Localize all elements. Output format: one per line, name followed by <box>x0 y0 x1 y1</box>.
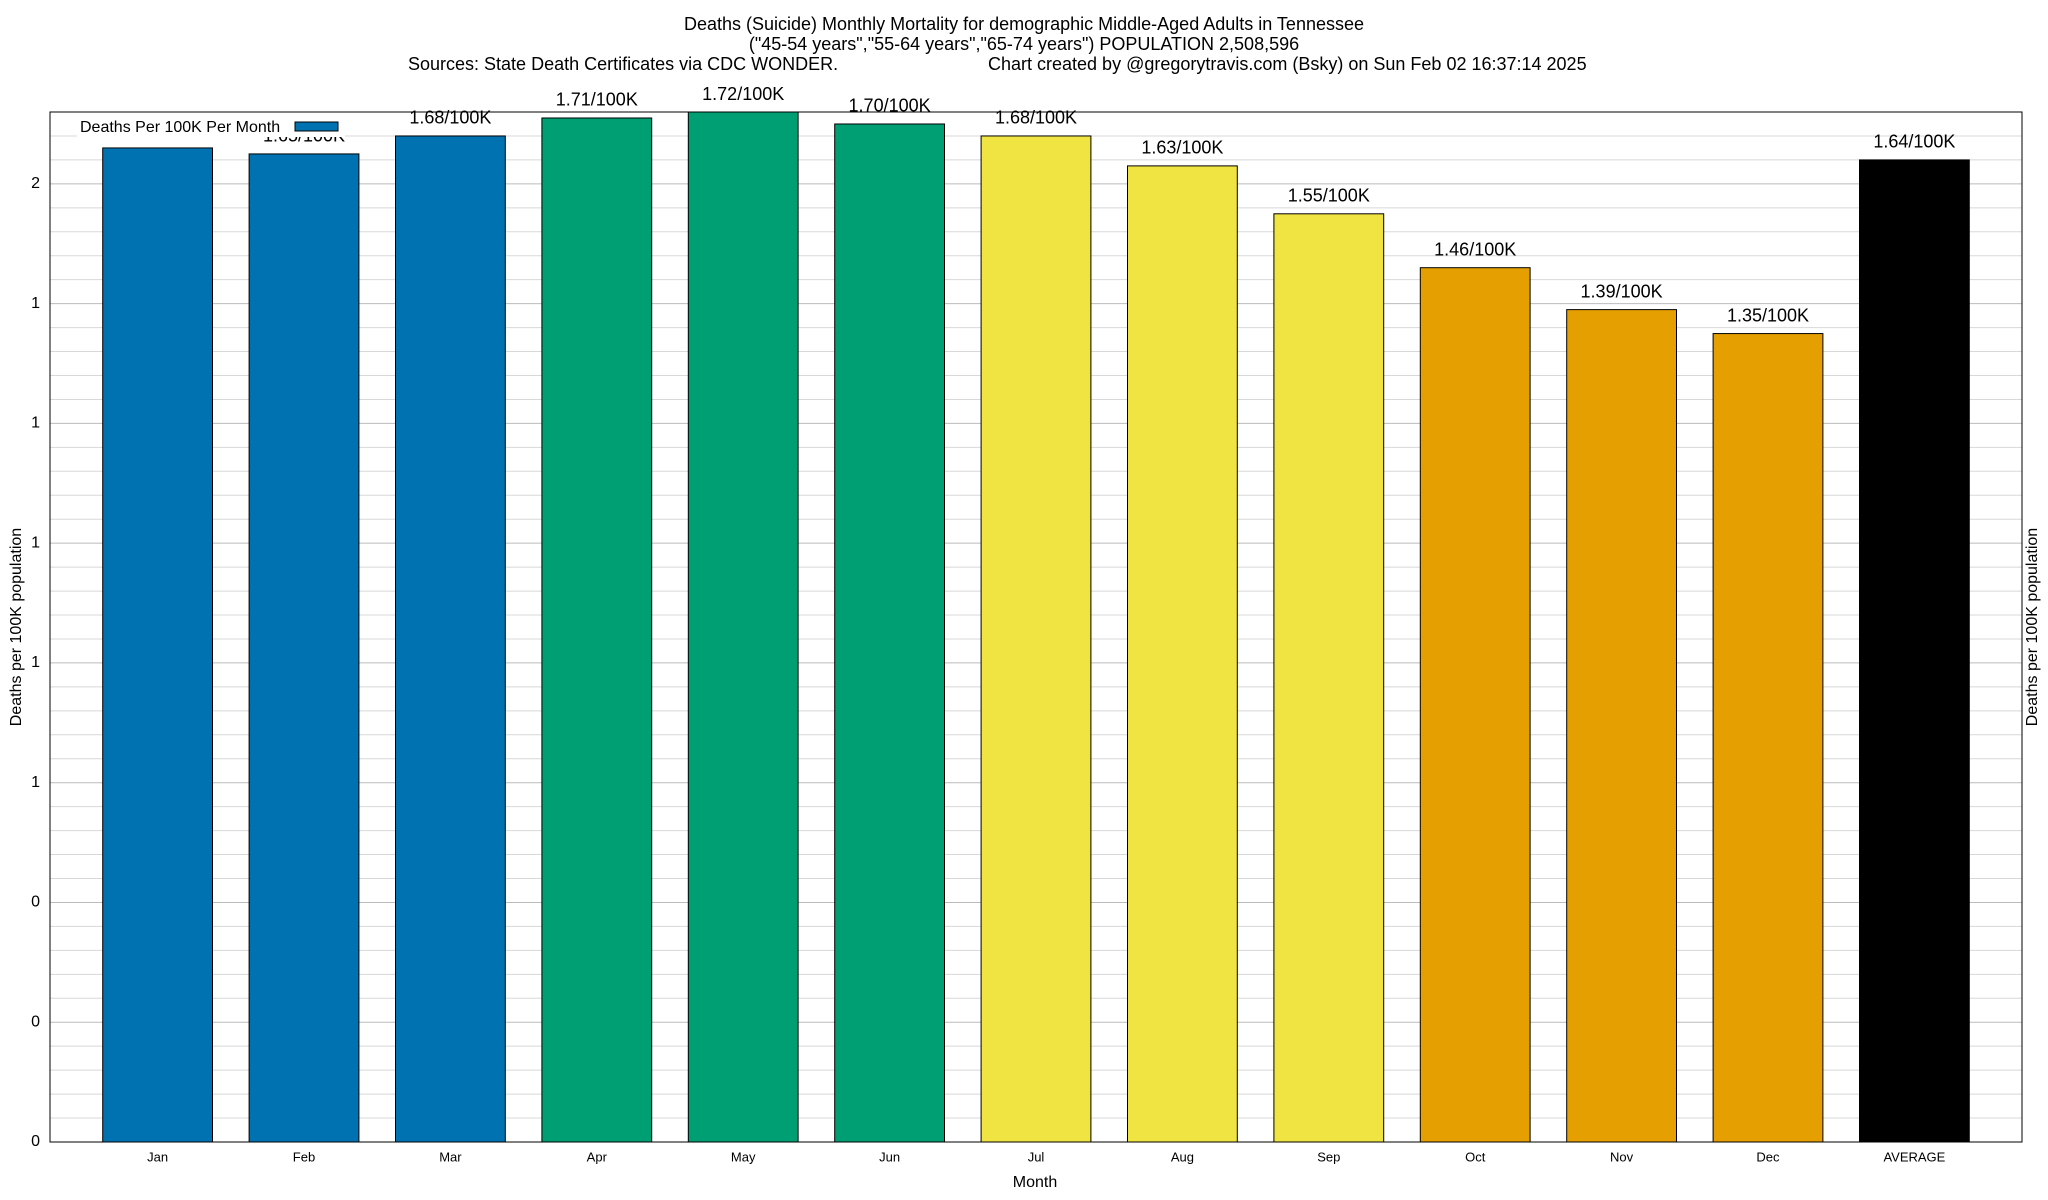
x-tick-label: Feb <box>293 1149 315 1164</box>
legend-swatch <box>294 121 339 132</box>
value-label: 1.35/100K <box>1727 305 1809 325</box>
legend-label: Deaths Per 100K Per Month <box>80 119 280 136</box>
x-tick-label: Jul <box>1028 1149 1045 1164</box>
y-tick-label: 0 <box>31 1013 40 1030</box>
bar <box>395 135 506 1143</box>
bar <box>1566 309 1677 1143</box>
bar <box>687 111 799 1143</box>
y-tick-label: 1 <box>31 415 40 432</box>
x-tick-label: Aug <box>1171 1149 1194 1164</box>
x-tick-label: May <box>731 1149 756 1164</box>
y-tick-label: 0 <box>31 1133 40 1150</box>
value-label: 1.68/100K <box>409 108 491 128</box>
plot-frame <box>49 111 2023 1143</box>
value-label: 1.55/100K <box>1288 186 1370 206</box>
value-label: 1.71/100K <box>556 90 638 110</box>
value-label: 1.64/100K <box>1873 132 1955 152</box>
chart-subtitle: ("45-54 years","55-64 years","65-74 year… <box>749 34 1299 54</box>
x-tick-label: Sep <box>1317 1149 1340 1164</box>
x-tick-label: AVERAGE <box>1883 1149 1945 1164</box>
x-tick-label: Oct <box>1465 1149 1486 1164</box>
bar <box>1419 267 1531 1143</box>
credit: Chart created by @gregorytravis.com (Bsk… <box>988 54 1587 74</box>
bar <box>834 123 946 1143</box>
y-tick-label: 1 <box>31 295 40 312</box>
bar <box>102 147 214 1143</box>
bar <box>1273 213 1385 1143</box>
x-tick-label: Jan <box>147 1149 168 1164</box>
value-label: 1.70/100K <box>849 96 931 116</box>
sources: Sources: State Death Certificates via CD… <box>408 54 838 74</box>
y-axis-label: Deaths per 100K population <box>8 528 25 726</box>
chart-title: Deaths (Suicide) Monthly Mortality for d… <box>684 14 1364 34</box>
x-tick-label: Apr <box>587 1149 608 1164</box>
y2-axis-label: Deaths per 100K population <box>2024 528 2041 726</box>
x-tick-label: Jun <box>879 1149 900 1164</box>
x-tick-label: Dec <box>1756 1149 1780 1164</box>
value-label: 1.68/100K <box>995 108 1077 128</box>
bar <box>541 117 653 1143</box>
bar <box>1126 165 1238 1143</box>
bar <box>1858 159 1970 1143</box>
bar <box>1712 333 1824 1143</box>
x-tick-label: Mar <box>439 1149 462 1164</box>
value-label: 1.39/100K <box>1581 281 1663 301</box>
bar <box>248 153 360 1143</box>
legend-box <box>77 117 345 137</box>
y-tick-label: 1 <box>31 534 40 551</box>
y-tick-label: 0 <box>31 894 40 911</box>
x-tick-label: Nov <box>1610 1149 1634 1164</box>
value-label: 1.46/100K <box>1434 239 1516 259</box>
y-tick-label: 1 <box>31 774 40 791</box>
value-label: 1.63/100K <box>1141 138 1223 158</box>
y-tick-label: 2 <box>31 175 40 192</box>
bar <box>980 135 1092 1143</box>
y-tick-label: 1 <box>31 654 40 671</box>
x-axis-label: Month <box>1013 1174 1057 1191</box>
value-label: 1.72/100K <box>702 84 784 104</box>
